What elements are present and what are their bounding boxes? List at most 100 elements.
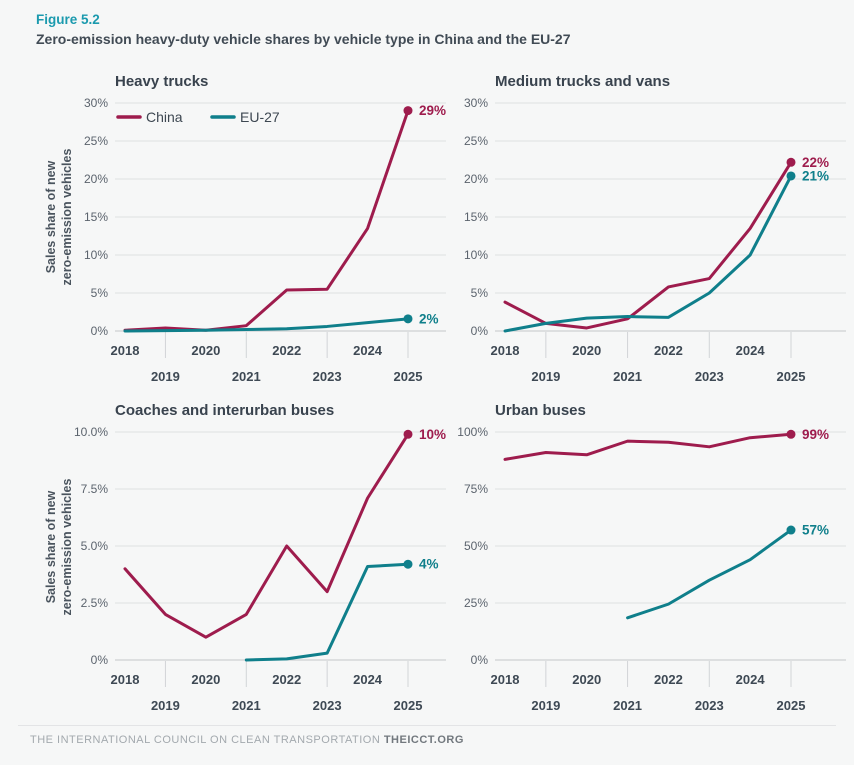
line-eu-27 <box>244 562 410 662</box>
y-tick-label: 10% <box>84 248 108 262</box>
x-tick-label: 2021 <box>613 369 642 384</box>
x-tick-label: 2018 <box>491 343 520 358</box>
y-tick-label: 20% <box>84 172 108 186</box>
y-axis-label-line1: Sales share of new <box>44 160 58 274</box>
x-tick-label: 2022 <box>272 343 301 358</box>
chart-title: Urban buses <box>495 402 586 419</box>
y-tick-label: 30% <box>464 96 488 110</box>
legend-label: EU-27 <box>240 109 280 125</box>
y-tick-label: 5.0% <box>81 539 109 553</box>
x-tick-label: 2020 <box>191 343 220 358</box>
y-tick-label: 25% <box>464 134 488 148</box>
end-dot-china <box>403 429 413 439</box>
chart-plot-area: 0% 5% 10% 15% 20% 25% 30% 2018 2019 2020 2021 2022 2… <box>440 89 854 394</box>
chart-plot-area: 0% 2.5% 5.0% 7.5% 10.0% 2018 2019 2020 2021 2022 2… <box>60 418 454 723</box>
end-label-china: 10% <box>419 427 446 442</box>
end-label-eu-27: 4% <box>419 557 439 572</box>
x-tick-label: 2025 <box>394 698 423 713</box>
x-tick-label: 2019 <box>151 698 180 713</box>
x-tick-label: 2025 <box>777 369 806 384</box>
line-eu-27 <box>503 174 793 333</box>
y-tick-label: 7.5% <box>81 482 109 496</box>
x-tick-label: 2019 <box>531 369 560 384</box>
x-tick-label: 2020 <box>572 672 601 687</box>
end-dot-eu-27 <box>786 525 796 535</box>
x-tick-label: 2018 <box>111 672 140 687</box>
line-china <box>123 432 410 639</box>
x-tick-label: 2021 <box>613 698 642 713</box>
chart-panel-coaches-interurban-buses: Coaches and interurban buses 0% 2.5% 5.0% 7… <box>60 394 454 718</box>
y-tick-label: 10% <box>464 248 488 262</box>
x-tick-label: 2019 <box>531 698 560 713</box>
x-tick-label: 2023 <box>313 698 342 713</box>
chart-title: Coaches and interurban buses <box>115 402 335 419</box>
chart-panel-heavy-trucks: Heavy trucks 0% 5% 10% 15% 20% 25% 30% 2018 2019… <box>60 65 454 389</box>
x-tick-label: 2023 <box>313 369 342 384</box>
end-dot-eu-27 <box>403 559 413 569</box>
x-tick-label: 2025 <box>394 369 423 384</box>
end-label-china: 99% <box>802 427 829 442</box>
chart-svg: 0% 5% 10% 15% 20% 25% 30% 2018 2019 2020 2021 2022 2… <box>84 96 446 384</box>
x-tick-label: 2021 <box>232 698 261 713</box>
y-axis-label-line1: Sales share of new <box>44 490 58 604</box>
footer-brand-link[interactable]: THEICCT.ORG <box>383 734 464 746</box>
y-tick-label: 0% <box>471 324 489 338</box>
end-dot-eu-27 <box>786 171 796 181</box>
y-tick-label: 0% <box>91 324 109 338</box>
end-label-eu-27: 21% <box>802 168 829 183</box>
x-tick-label: 2024 <box>353 672 383 687</box>
x-tick-label: 2023 <box>695 698 724 713</box>
x-tick-label: 2024 <box>736 343 766 358</box>
y-tick-label: 5% <box>471 286 489 300</box>
line-eu-27 <box>123 317 410 333</box>
y-tick-label: 20% <box>464 172 488 186</box>
x-tick-label: 2022 <box>654 343 683 358</box>
x-tick-label: 2022 <box>654 672 683 687</box>
x-tick-label: 2020 <box>572 343 601 358</box>
figure-title: Zero-emission heavy-duty vehicle shares … <box>36 31 571 47</box>
x-tick-label: 2021 <box>232 369 261 384</box>
chart-panel-urban-buses: Urban buses 0% 25% 50% 75% 100% 2018 2019 2020 2… <box>440 394 854 718</box>
y-tick-label: 15% <box>84 210 108 224</box>
chart-svg: 0% 25% 50% 75% 100% 2018 2019 2020 2021 2022 2023 2… <box>457 425 846 713</box>
chart-svg: 0% 5% 10% 15% 20% 25% 30% 2018 2019 2020 2021 2022 2… <box>464 96 846 384</box>
y-tick-label: 15% <box>464 210 488 224</box>
x-tick-label: 2018 <box>111 343 140 358</box>
end-dot-china <box>786 157 796 167</box>
x-tick-label: 2022 <box>272 672 301 687</box>
x-tick-label: 2018 <box>491 672 520 687</box>
x-tick-label: 2020 <box>191 672 220 687</box>
line-china <box>123 109 410 332</box>
line-china <box>503 160 793 330</box>
end-label-eu-27: 57% <box>802 523 829 538</box>
chart-plot-area: 0% 25% 50% 75% 100% 2018 2019 2020 2021 2022 2023 2… <box>440 418 854 723</box>
end-dot-eu-27 <box>403 314 413 324</box>
x-tick-label: 2025 <box>777 698 806 713</box>
y-tick-label: 25% <box>84 134 108 148</box>
chart-plot-area: 0% 5% 10% 15% 20% 25% 30% 2018 2019 2020 2021 2022 2… <box>60 89 454 394</box>
y-tick-label: 0% <box>471 653 489 667</box>
y-tick-label: 75% <box>464 482 488 496</box>
chart-title: Heavy trucks <box>115 73 209 90</box>
footer-text: THE INTERNATIONAL COUNCIL ON CLEAN TRANS… <box>30 734 381 746</box>
x-tick-label: 2019 <box>151 369 180 384</box>
x-tick-label: 2024 <box>353 343 383 358</box>
y-tick-label: 30% <box>84 96 108 110</box>
y-tick-label: 50% <box>464 539 488 553</box>
line-china <box>503 432 793 461</box>
chart-panel-medium-trucks-vans: Medium trucks and vans 0% 5% 10% 15% 20% 25% 3… <box>440 65 854 389</box>
y-tick-label: 5% <box>91 286 109 300</box>
footer-divider <box>18 725 836 726</box>
y-tick-label: 25% <box>464 596 488 610</box>
chart-title: Medium trucks and vans <box>495 73 671 90</box>
legend-label: China <box>146 109 183 125</box>
y-tick-label: 2.5% <box>81 596 109 610</box>
figure-label: Figure 5.2 <box>36 12 100 27</box>
end-dot-china <box>403 106 413 116</box>
line-eu-27 <box>626 528 793 620</box>
end-label-china: 22% <box>802 155 829 170</box>
x-tick-label: 2023 <box>695 369 724 384</box>
y-tick-label: 10.0% <box>74 425 108 439</box>
y-tick-label: 100% <box>457 425 488 439</box>
end-label-eu-27: 2% <box>419 311 439 326</box>
